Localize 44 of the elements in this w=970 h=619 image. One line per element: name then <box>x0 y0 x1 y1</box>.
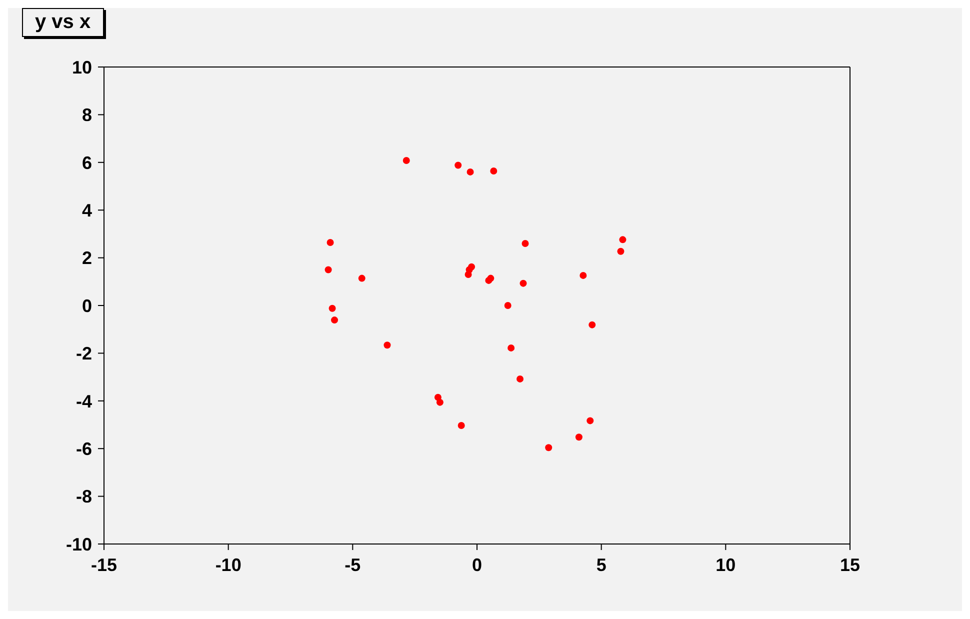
point <box>466 266 473 274</box>
point <box>575 434 582 441</box>
x-tick-label: 15 <box>840 554 860 575</box>
chart-title: y vs x <box>22 8 104 37</box>
point <box>490 167 498 174</box>
y-tick-label: 6 <box>82 152 92 173</box>
point <box>508 344 515 352</box>
y-tick-label: 8 <box>82 105 92 126</box>
point <box>331 316 338 324</box>
point <box>504 302 512 309</box>
y-tick-label: -10 <box>66 534 92 554</box>
x-tick-label: 10 <box>716 554 736 575</box>
y-tick-label: -4 <box>76 391 92 412</box>
x-tick-label: 0 <box>472 554 482 575</box>
point <box>436 398 444 406</box>
point <box>458 422 465 429</box>
point <box>580 272 587 279</box>
x-tick-label: -10 <box>215 554 242 575</box>
y-tick-label: -8 <box>76 486 92 507</box>
point <box>588 321 596 328</box>
x-tick-label: -15 <box>90 554 118 575</box>
point <box>520 280 527 287</box>
y-tick-label: -2 <box>76 344 92 364</box>
y-tick-label: 4 <box>82 200 92 220</box>
point <box>324 266 332 274</box>
y-tick-label: 10 <box>72 57 92 78</box>
point <box>402 156 410 164</box>
point <box>358 274 366 282</box>
point <box>586 417 594 424</box>
point <box>516 375 524 382</box>
point <box>545 444 552 452</box>
point <box>619 236 626 244</box>
y-tick-label: 2 <box>82 248 92 268</box>
point <box>384 342 391 349</box>
point <box>522 240 529 247</box>
x-tick-label: 5 <box>596 554 606 575</box>
point <box>617 248 624 255</box>
point <box>328 304 336 312</box>
y-tick-label: -6 <box>76 438 92 459</box>
point <box>326 239 334 246</box>
point <box>454 162 462 169</box>
point <box>466 168 474 176</box>
x-tick-label: -5 <box>344 554 361 575</box>
y-tick-label: 0 <box>82 296 92 316</box>
